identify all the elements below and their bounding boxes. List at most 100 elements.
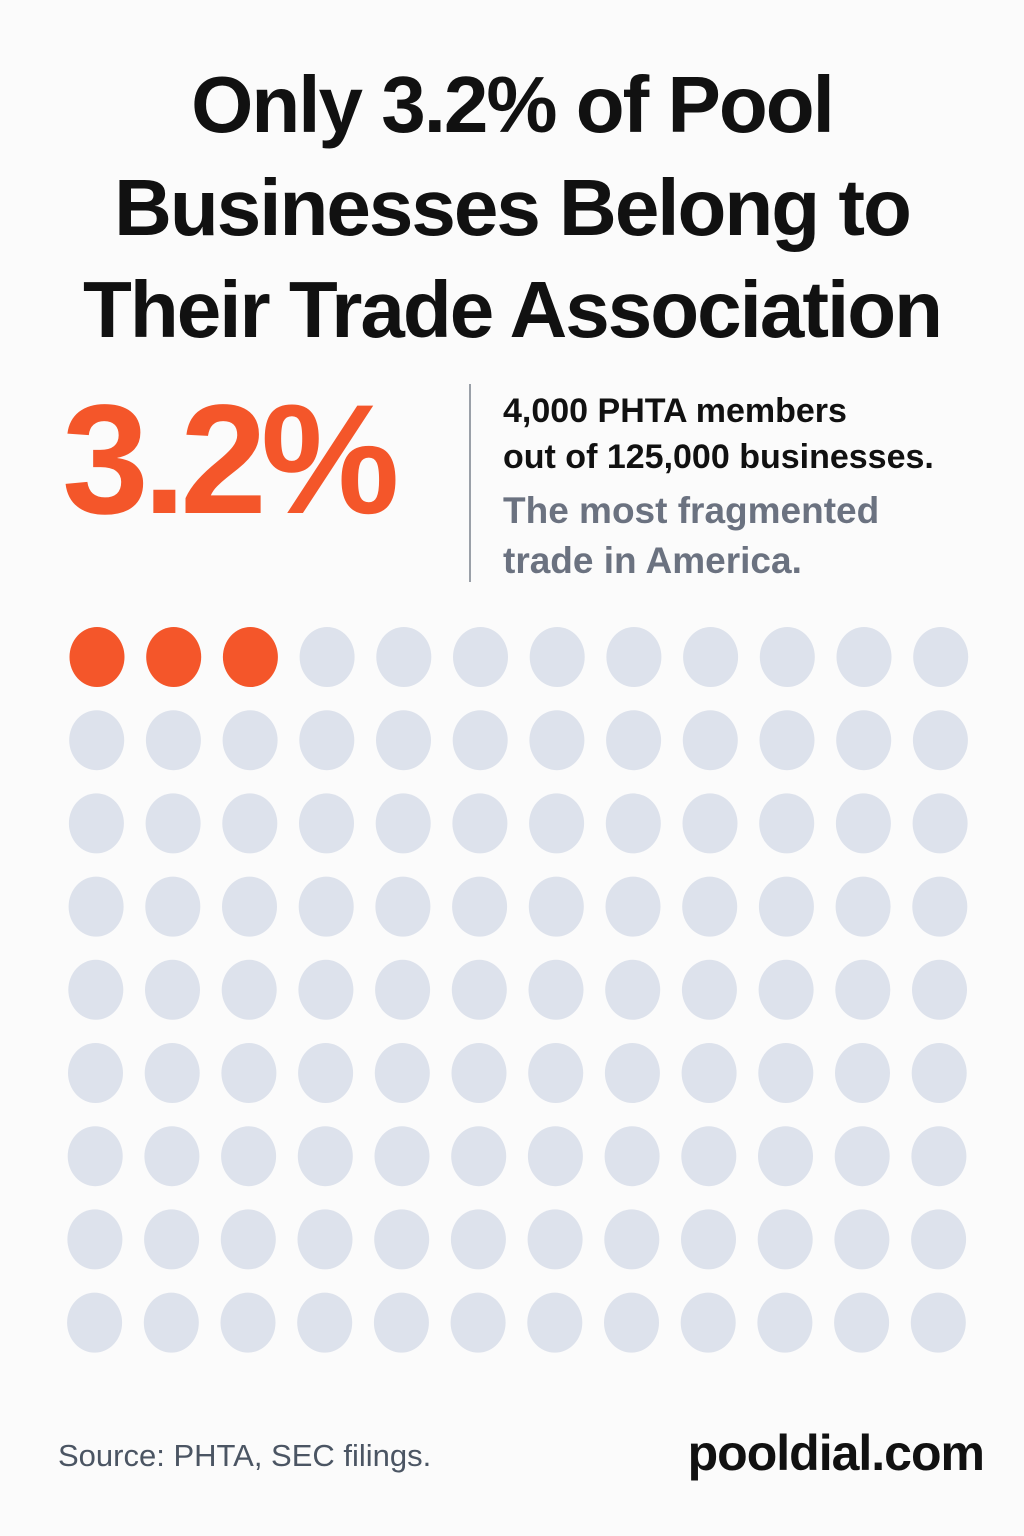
waffle-dot bbox=[681, 1209, 736, 1270]
waffle-dot bbox=[145, 793, 201, 854]
brand: pooldial.com bbox=[687, 1425, 985, 1481]
waffle-dot bbox=[605, 793, 661, 854]
waffle-dot bbox=[836, 710, 892, 771]
waffle-dot bbox=[69, 627, 125, 687]
waffle-dot bbox=[911, 1043, 967, 1103]
waffle-dot bbox=[835, 876, 891, 937]
waffle-dot bbox=[67, 1126, 123, 1187]
waffle-dot bbox=[913, 627, 969, 687]
waffle-dot bbox=[222, 876, 277, 937]
waffle-dot bbox=[758, 959, 814, 1020]
waffle-dot bbox=[299, 627, 355, 687]
waffle-dot bbox=[69, 710, 125, 771]
waffle-dot bbox=[759, 710, 815, 771]
source: Source: PHTA, SEC filings. bbox=[58, 1438, 432, 1473]
waffle-dot bbox=[376, 627, 432, 687]
waffle-dot bbox=[297, 1292, 353, 1353]
waffle-dot bbox=[373, 1292, 429, 1353]
waffle-dot bbox=[299, 793, 354, 854]
waffle-dot bbox=[604, 1292, 659, 1353]
waffle-dot bbox=[145, 959, 200, 1020]
waffle-dot bbox=[606, 710, 662, 771]
waffle-dot bbox=[144, 1209, 200, 1270]
waffle-dot bbox=[758, 1126, 813, 1187]
waffle-dot bbox=[298, 876, 354, 937]
waffle-dot bbox=[452, 710, 508, 771]
waffle-dot bbox=[299, 710, 355, 771]
waffle-dot bbox=[452, 876, 508, 937]
waffle-dot bbox=[222, 710, 278, 771]
title-line: Their Trade Association bbox=[83, 265, 943, 354]
waffle-dot bbox=[220, 1209, 276, 1270]
waffle-dot bbox=[527, 1209, 583, 1270]
waffle-dot bbox=[68, 793, 124, 854]
waffle-dot bbox=[528, 876, 584, 937]
waffle-dot bbox=[145, 876, 201, 937]
waffle-dot bbox=[297, 1209, 353, 1270]
waffle-dot bbox=[681, 1043, 737, 1103]
waffle-dot bbox=[683, 627, 739, 687]
detail-line: out of 125,000 businesses. bbox=[503, 438, 934, 476]
waffle-dot bbox=[680, 1292, 736, 1353]
waffle-dot bbox=[759, 627, 815, 687]
waffle-dot bbox=[68, 876, 124, 937]
waffle-dot bbox=[912, 793, 968, 854]
waffle-dot bbox=[912, 876, 968, 937]
waffle-dot bbox=[221, 1126, 277, 1187]
waffle-dot bbox=[453, 627, 508, 687]
waffle-dot bbox=[222, 793, 278, 854]
waffle-dot bbox=[529, 793, 585, 854]
waffle-dot bbox=[682, 710, 738, 771]
waffle-dot bbox=[374, 1209, 430, 1270]
waffle-dot bbox=[836, 627, 892, 687]
waffle-dot bbox=[221, 959, 277, 1020]
waffle-dot bbox=[604, 1043, 660, 1103]
divider bbox=[469, 384, 471, 582]
waffle-dot bbox=[298, 959, 354, 1020]
waffle-dot bbox=[605, 876, 661, 937]
waffle-dot bbox=[758, 876, 814, 937]
waffle-dot bbox=[374, 1126, 430, 1187]
waffle-dot bbox=[835, 959, 891, 1020]
waffle-dot bbox=[144, 1043, 200, 1103]
waffle-dot bbox=[452, 793, 508, 854]
waffle-dot bbox=[834, 1209, 890, 1270]
note-line: The most fragmented bbox=[503, 490, 880, 531]
waffle-dot bbox=[681, 1126, 737, 1187]
waffle-dot bbox=[911, 1209, 967, 1270]
waffle-dot bbox=[143, 1292, 199, 1353]
waffle-dot bbox=[758, 1043, 814, 1103]
waffle-dot bbox=[298, 1043, 354, 1103]
waffle-dot bbox=[220, 1292, 276, 1353]
waffle-dot bbox=[221, 1043, 277, 1103]
waffle-dot bbox=[912, 959, 967, 1020]
waffle-dot bbox=[67, 1209, 123, 1270]
waffle-dot bbox=[757, 1209, 813, 1270]
waffle-dot bbox=[834, 1126, 890, 1187]
title-line: Only 3.2% of Pool bbox=[191, 60, 835, 149]
waffle-dot bbox=[376, 710, 431, 771]
waffle-dot bbox=[835, 793, 891, 854]
waffle-dot bbox=[451, 959, 507, 1020]
waffle-dot bbox=[529, 710, 585, 771]
waffle-dot bbox=[68, 1043, 123, 1103]
waffle-dot bbox=[759, 793, 815, 854]
note-line: trade in America. bbox=[503, 540, 802, 581]
waffle-dot bbox=[527, 1292, 583, 1353]
waffle-dot bbox=[528, 959, 584, 1020]
waffle-dot bbox=[604, 1126, 660, 1187]
waffle-dot bbox=[450, 1292, 506, 1353]
waffle-dot bbox=[681, 959, 737, 1020]
waffle-dot bbox=[222, 627, 278, 687]
waffle-dot bbox=[835, 1043, 890, 1103]
waffle-dot bbox=[375, 793, 431, 854]
waffle-dot bbox=[529, 627, 585, 687]
waffle-dot bbox=[146, 627, 202, 687]
waffle-dot bbox=[527, 1126, 583, 1187]
waffle-dot bbox=[68, 959, 124, 1020]
waffle-dot bbox=[682, 793, 738, 854]
waffle-dot bbox=[144, 1126, 200, 1187]
headline-stat: 3.2% bbox=[62, 373, 400, 547]
